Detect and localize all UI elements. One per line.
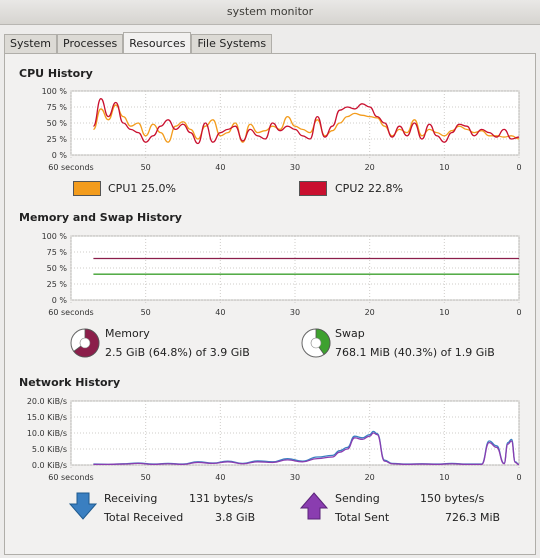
cpu-series-line-cpu1 bbox=[93, 104, 520, 143]
cpu-xtick-label: 40 bbox=[215, 163, 225, 172]
resources-panel: CPU History 100 % 75 % 50 % 25 % 0 % 60 secon… bbox=[4, 53, 536, 555]
memory-ytick-label: 100 % bbox=[42, 232, 68, 241]
network-history-chart: 20.0 KiB/s 15.0 KiB/s 10.0 KiB/s 5.0 KiB/s 0… bbox=[27, 397, 522, 482]
memory-pie-icon[interactable] bbox=[69, 327, 101, 359]
tab-bar: System Processes Resources File Systems bbox=[4, 32, 273, 53]
cpu-xtick-label: 50 bbox=[141, 163, 151, 172]
window-titlebar: system monitor bbox=[0, 0, 540, 25]
cpu-series-line-cpu2 bbox=[92, 98, 520, 145]
network-xtick-label: 20 bbox=[365, 473, 375, 482]
cpu1-value: 25.0% bbox=[141, 182, 176, 195]
memory-xtick-label: 60 seconds bbox=[48, 308, 93, 317]
total-received-value: 3.8 GiB bbox=[215, 511, 256, 524]
network-ytick-label: 15.0 KiB/s bbox=[27, 413, 67, 422]
memory-ytick-label: 0 % bbox=[52, 296, 68, 305]
swap-usage-value: 768.1 MiB (40.3%) of 1.9 GiB bbox=[335, 346, 495, 359]
network-ytick-label: 10.0 KiB/s bbox=[27, 429, 67, 438]
network-xtick-label: 60 seconds bbox=[48, 473, 93, 482]
receiving-label: Receiving bbox=[104, 492, 158, 505]
cpu1-label: CPU1 bbox=[108, 182, 138, 195]
tab-system[interactable]: System bbox=[4, 34, 58, 53]
window-title: system monitor bbox=[226, 5, 314, 18]
receiving-value: 131 bytes/s bbox=[189, 492, 254, 505]
memory-xtick-label: 50 bbox=[141, 308, 151, 317]
cpu-xtick-label: 0 bbox=[516, 163, 521, 172]
cpu2-value: 22.8% bbox=[368, 182, 403, 195]
tab-resources[interactable]: Resources bbox=[123, 32, 192, 53]
memory-xtick-label: 30 bbox=[290, 308, 300, 317]
tab-processes[interactable]: Processes bbox=[57, 34, 124, 53]
memory-label: Memory bbox=[105, 327, 150, 340]
network-history-title: Network History bbox=[19, 376, 121, 389]
memory-xtick-label: 10 bbox=[439, 308, 449, 317]
cpu-history-title: CPU History bbox=[19, 67, 93, 80]
cpu-ytick-label: 0 % bbox=[52, 151, 68, 160]
memory-xtick-label: 0 bbox=[516, 308, 521, 317]
memory-swap-history-chart: 100 % 75 % 50 % 25 % 0 % 60 seconds 50 40 30 20 10… bbox=[42, 232, 522, 317]
network-xtick-label: 50 bbox=[141, 473, 151, 482]
swap-pie-center bbox=[310, 337, 322, 349]
cpu-history-chart: 100 % 75 % 50 % 25 % 0 % 60 seconds 50 40 30 20 10… bbox=[42, 87, 522, 172]
swap-pie-icon[interactable] bbox=[300, 327, 332, 359]
cpu-xtick-label: 20 bbox=[365, 163, 375, 172]
cpu-xtick-label: 60 seconds bbox=[48, 163, 93, 172]
memory-ytick-label: 50 % bbox=[47, 264, 68, 273]
memory-ytick-label: 75 % bbox=[47, 248, 68, 257]
memory-history-title: Memory and Swap History bbox=[19, 211, 182, 224]
memory-pie-center bbox=[79, 337, 91, 349]
cpu2-color-swatch[interactable] bbox=[299, 181, 327, 196]
memory-xtick-label: 20 bbox=[365, 308, 375, 317]
total-sent-label: Total Sent bbox=[335, 511, 390, 524]
sending-value: 150 bytes/s bbox=[420, 492, 485, 505]
total-received-label: Total Received bbox=[104, 511, 184, 524]
tab-file-systems[interactable]: File Systems bbox=[191, 34, 273, 53]
cpu-xtick-label: 10 bbox=[439, 163, 449, 172]
swap-label: Swap bbox=[335, 327, 365, 340]
network-xtick-label: 10 bbox=[439, 473, 449, 482]
network-ytick-label: 0.0 KiB/s bbox=[32, 461, 67, 470]
cpu2-label: CPU2 bbox=[335, 182, 365, 195]
network-ytick-label: 20.0 KiB/s bbox=[27, 397, 67, 406]
network-xtick-label: 40 bbox=[215, 473, 225, 482]
network-xtick-label: 0 bbox=[516, 473, 521, 482]
cpu-ytick-label: 25 % bbox=[47, 135, 68, 144]
cpu1-color-swatch[interactable] bbox=[73, 181, 101, 196]
memory-ytick-label: 25 % bbox=[47, 280, 68, 289]
swap-pie-slice bbox=[315, 328, 331, 356]
memory-xtick-label: 40 bbox=[215, 308, 225, 317]
network-xtick-label: 30 bbox=[290, 473, 300, 482]
sending-arrow-icon[interactable] bbox=[299, 491, 329, 521]
cpu-ytick-label: 75 % bbox=[47, 103, 68, 112]
network-ytick-label: 5.0 KiB/s bbox=[32, 445, 67, 454]
cpu-ytick-label: 50 % bbox=[47, 119, 68, 128]
sending-label: Sending bbox=[335, 492, 380, 505]
memory-usage-value: 2.5 GiB (64.8%) of 3.9 GiB bbox=[105, 346, 250, 359]
cpu-ytick-label: 100 % bbox=[42, 87, 68, 96]
receiving-arrow-icon[interactable] bbox=[68, 491, 98, 521]
network-series-line-sending bbox=[93, 432, 520, 466]
total-sent-value: 726.3 MiB bbox=[445, 511, 501, 524]
cpu-xtick-label: 30 bbox=[290, 163, 300, 172]
